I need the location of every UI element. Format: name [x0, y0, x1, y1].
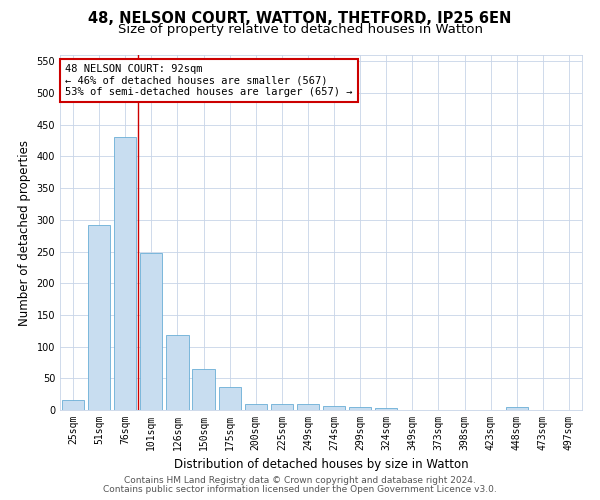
Bar	[323, 406, 345, 410]
Bar	[375, 408, 397, 410]
Text: Size of property relative to detached houses in Watton: Size of property relative to detached ho…	[118, 22, 482, 36]
Bar	[349, 408, 371, 410]
Bar	[218, 386, 241, 410]
X-axis label: Distribution of detached houses by size in Watton: Distribution of detached houses by size …	[173, 458, 469, 471]
Text: Contains public sector information licensed under the Open Government Licence v3: Contains public sector information licen…	[103, 484, 497, 494]
Bar	[62, 400, 84, 410]
Y-axis label: Number of detached properties: Number of detached properties	[18, 140, 31, 326]
Text: 48, NELSON COURT, WATTON, THETFORD, IP25 6EN: 48, NELSON COURT, WATTON, THETFORD, IP25…	[88, 11, 512, 26]
Bar	[245, 404, 267, 410]
Bar	[114, 138, 136, 410]
Text: Contains HM Land Registry data © Crown copyright and database right 2024.: Contains HM Land Registry data © Crown c…	[124, 476, 476, 485]
Bar	[140, 253, 163, 410]
Bar	[166, 335, 188, 410]
Bar	[271, 404, 293, 410]
Text: 48 NELSON COURT: 92sqm
← 46% of detached houses are smaller (567)
53% of semi-de: 48 NELSON COURT: 92sqm ← 46% of detached…	[65, 64, 353, 97]
Bar	[297, 404, 319, 410]
Bar	[506, 408, 528, 410]
Bar	[88, 225, 110, 410]
Bar	[193, 369, 215, 410]
